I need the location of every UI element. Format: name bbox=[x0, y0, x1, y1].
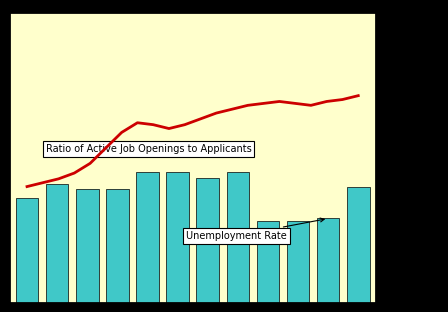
Text: Unemployment Rate: Unemployment Rate bbox=[186, 218, 324, 241]
Bar bbox=[196, 178, 219, 303]
Bar bbox=[136, 172, 159, 303]
Bar bbox=[227, 172, 249, 303]
Bar bbox=[287, 222, 309, 303]
Bar bbox=[106, 189, 129, 303]
Bar bbox=[257, 222, 279, 303]
Bar bbox=[46, 184, 69, 303]
Bar bbox=[347, 187, 370, 303]
Bar bbox=[16, 198, 39, 303]
Bar bbox=[317, 218, 340, 303]
Bar bbox=[76, 189, 99, 303]
Bar bbox=[166, 172, 189, 303]
Text: 1.07: 1.07 bbox=[380, 58, 408, 71]
Text: 4.0: 4.0 bbox=[380, 186, 400, 199]
Text: Ratio of Active Job Openings to Applicants: Ratio of Active Job Openings to Applican… bbox=[46, 144, 251, 154]
